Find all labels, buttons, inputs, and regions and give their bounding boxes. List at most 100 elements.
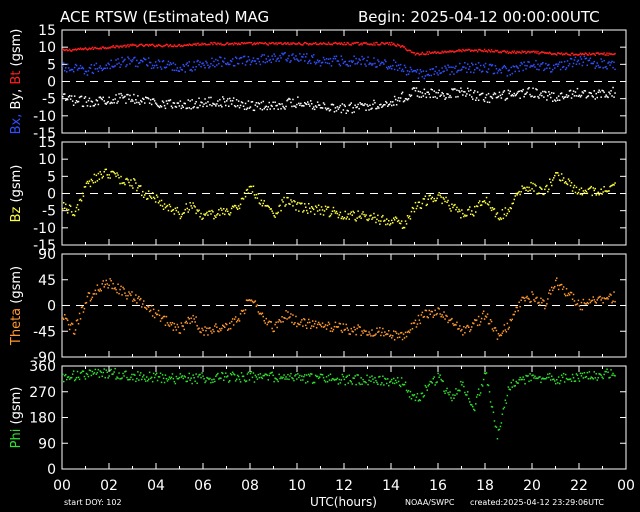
data-point — [256, 42, 259, 44]
data-point — [369, 62, 371, 64]
data-point — [510, 66, 512, 69]
data-point — [592, 296, 594, 298]
data-point — [482, 50, 485, 53]
data-point — [609, 53, 611, 56]
data-point — [188, 372, 190, 375]
data-point — [388, 104, 390, 106]
data-point — [374, 377, 376, 379]
data-point — [213, 330, 215, 333]
data-point — [358, 107, 360, 110]
data-point — [612, 53, 614, 56]
data-point — [609, 376, 611, 379]
data-point — [338, 214, 341, 216]
data-point — [512, 379, 514, 381]
data-point — [100, 371, 102, 373]
data-point — [218, 42, 220, 45]
data-point — [522, 187, 524, 190]
data-point — [130, 100, 132, 103]
data-point — [265, 58, 267, 60]
data-point — [193, 43, 195, 46]
data-point — [487, 204, 490, 206]
data-point — [428, 93, 430, 95]
data-point — [511, 50, 513, 53]
data-point — [146, 308, 148, 310]
data-point — [268, 42, 270, 44]
data-point — [98, 376, 101, 378]
data-point — [377, 43, 379, 46]
data-point — [561, 96, 564, 98]
data-point — [304, 374, 306, 376]
data-point — [155, 64, 158, 66]
data-point — [375, 379, 377, 382]
data-point — [143, 300, 145, 302]
data-point — [472, 322, 474, 324]
data-point — [229, 63, 231, 66]
data-point — [147, 190, 150, 192]
data-point — [122, 97, 124, 99]
data-point — [156, 379, 159, 382]
data-point — [439, 72, 441, 75]
x-tick-label: 02 — [100, 478, 118, 494]
data-point — [469, 206, 471, 208]
data-point — [504, 207, 507, 209]
data-point — [209, 104, 211, 106]
data-point — [352, 331, 354, 333]
data-point — [380, 383, 382, 386]
data-point — [393, 330, 395, 332]
data-point — [140, 43, 142, 46]
data-point — [90, 178, 93, 181]
data-point — [566, 378, 569, 381]
data-point — [288, 317, 290, 319]
data-point — [266, 43, 268, 46]
data-point — [139, 185, 141, 187]
data-point — [541, 94, 543, 97]
data-point — [343, 61, 346, 63]
data-point — [454, 203, 456, 206]
data-point — [368, 218, 370, 220]
data-point — [466, 49, 468, 51]
data-point — [486, 313, 489, 315]
data-point — [72, 70, 75, 73]
y-tick-label: 45 — [38, 273, 56, 289]
data-point — [185, 44, 187, 47]
data-point — [552, 378, 554, 381]
data-point — [188, 209, 190, 211]
data-point — [512, 65, 514, 67]
data-point — [252, 43, 255, 45]
data-point — [407, 216, 410, 219]
data-point — [314, 42, 317, 44]
data-point — [151, 192, 154, 194]
data-point — [381, 61, 383, 64]
data-point — [94, 181, 97, 183]
data-point — [291, 54, 293, 56]
data-point — [207, 334, 209, 336]
data-point — [108, 63, 110, 66]
data-point — [446, 93, 448, 95]
data-point — [68, 48, 71, 51]
data-point — [265, 205, 267, 207]
data-point — [257, 58, 260, 60]
data-point — [142, 44, 144, 47]
data-point — [372, 378, 374, 380]
data-point — [336, 212, 339, 215]
data-point — [309, 59, 311, 62]
data-point — [340, 111, 343, 114]
data-point — [170, 376, 173, 379]
data-point — [450, 397, 452, 399]
data-point — [409, 49, 412, 52]
data-point — [314, 320, 317, 323]
data-point — [272, 212, 274, 214]
data-point — [526, 91, 528, 94]
data-point — [599, 53, 601, 55]
data-point — [153, 376, 156, 379]
data-point — [558, 284, 561, 287]
data-point — [474, 49, 476, 51]
data-point — [214, 65, 216, 68]
y-axis-label-part: (gsm) — [9, 387, 24, 429]
data-point — [371, 329, 373, 331]
data-point — [266, 323, 268, 326]
data-point — [397, 44, 400, 46]
data-point — [532, 50, 534, 53]
data-point — [229, 372, 232, 375]
